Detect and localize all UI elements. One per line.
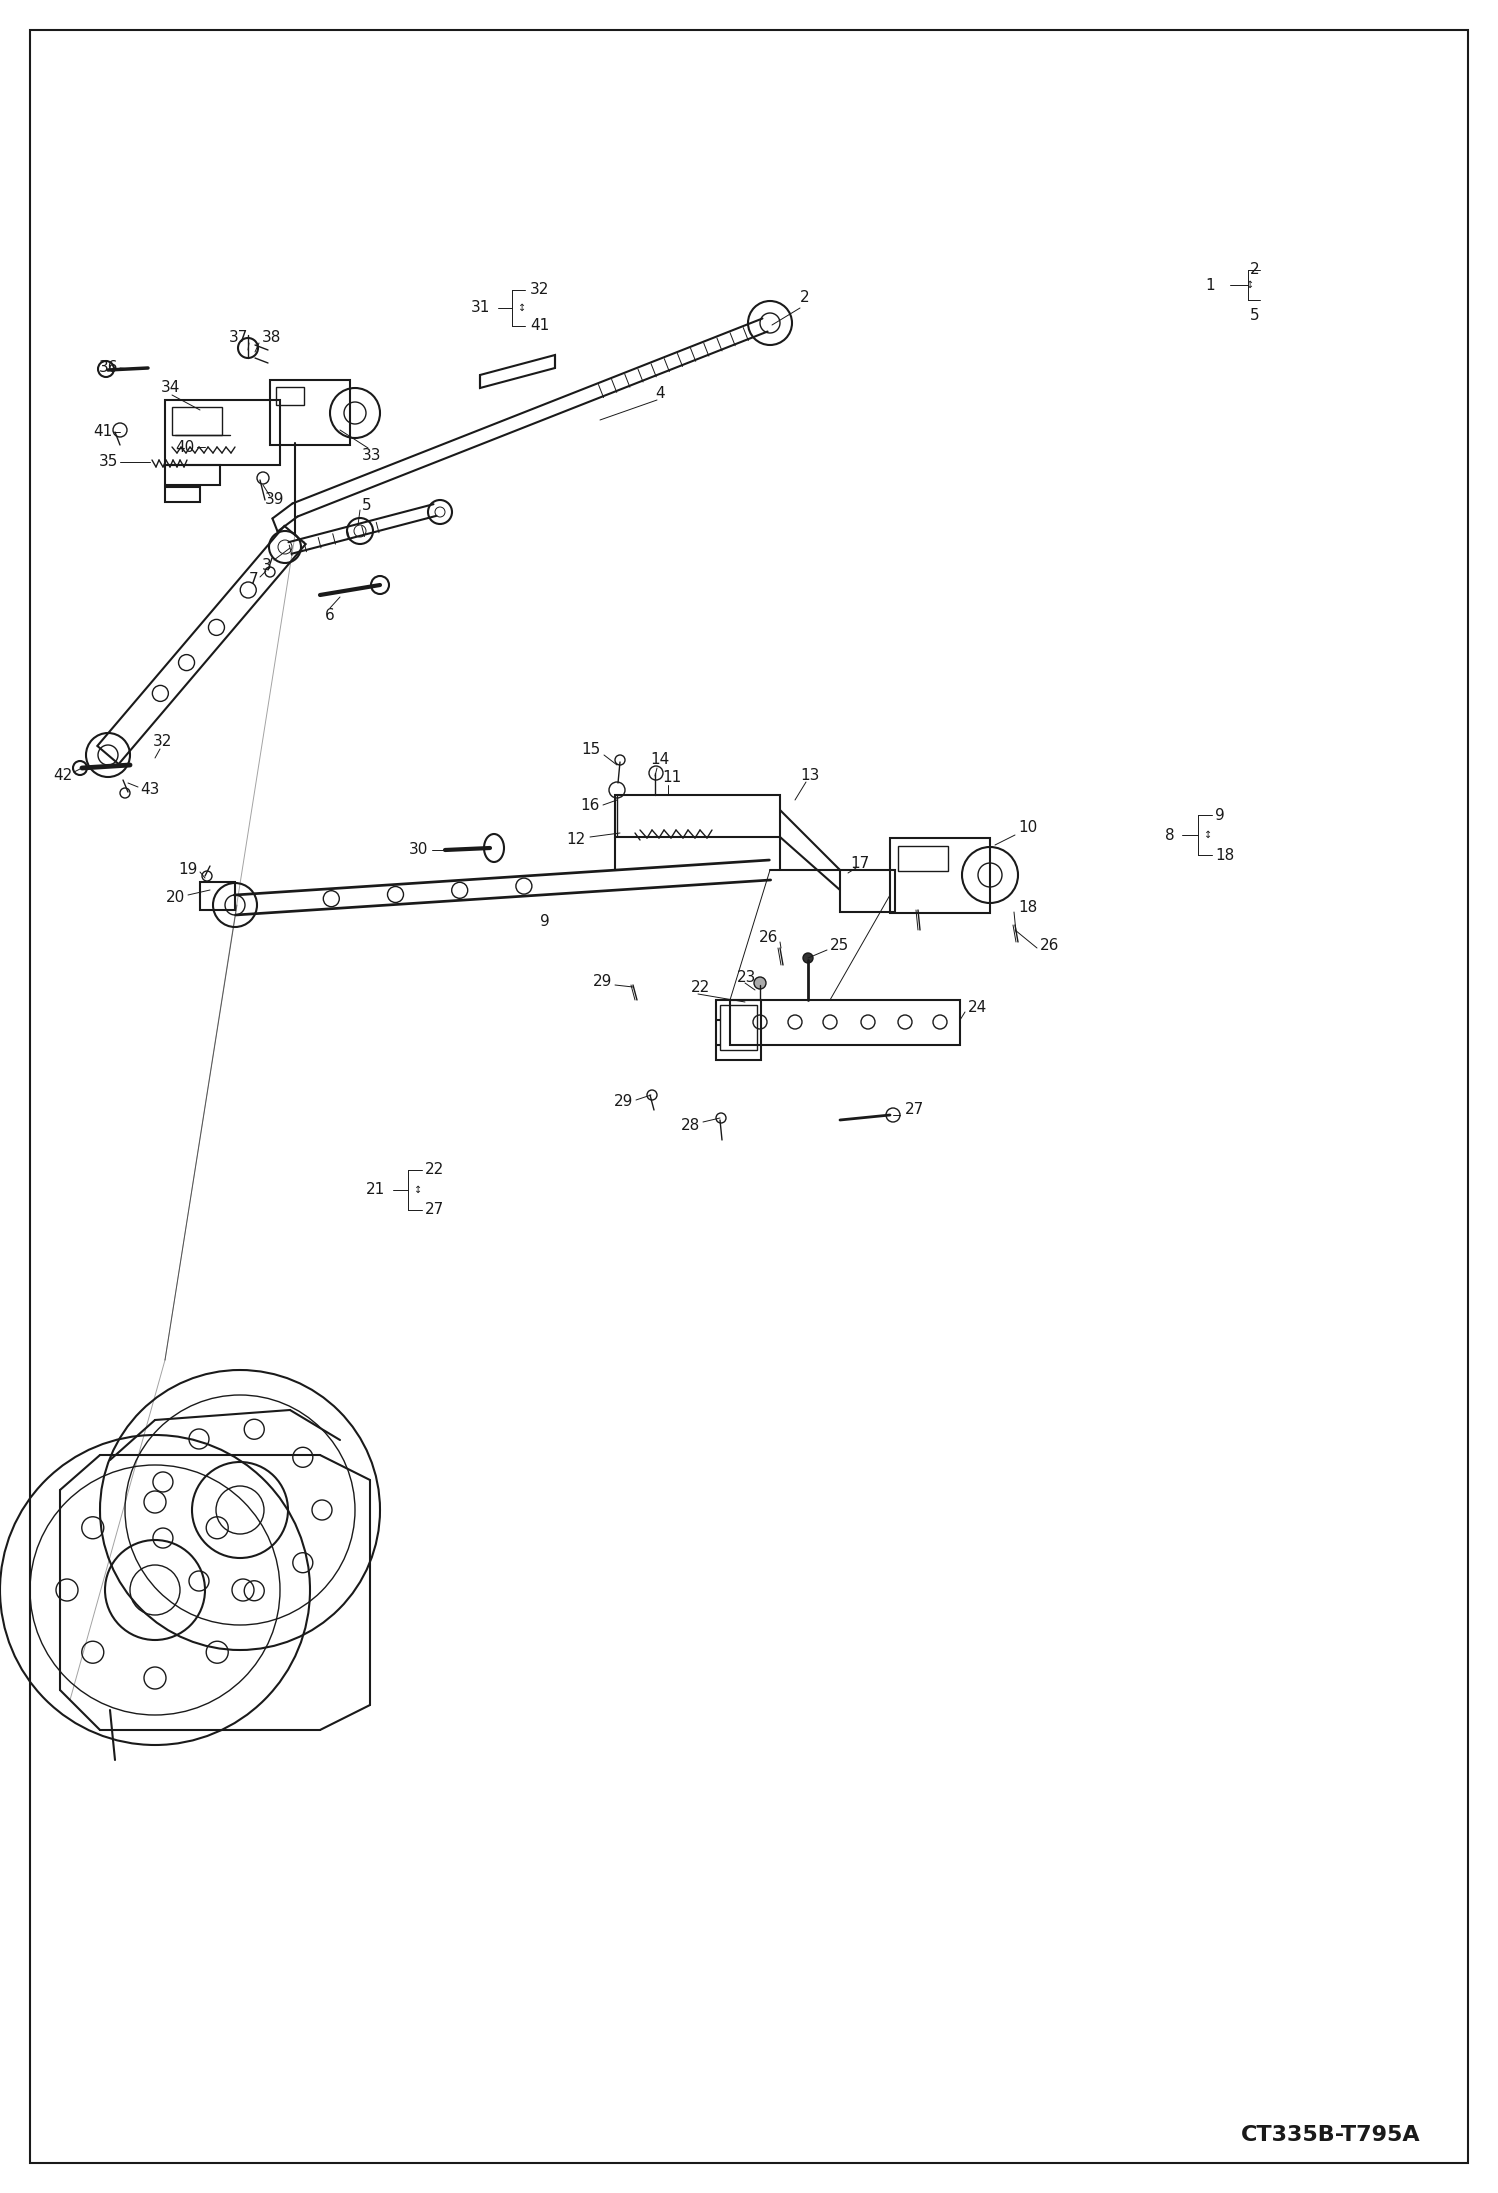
Text: 26: 26 (1040, 936, 1059, 952)
Text: ↕: ↕ (1204, 829, 1212, 840)
Text: 17: 17 (851, 855, 870, 871)
Text: 24: 24 (968, 1000, 987, 1015)
Text: ↕: ↕ (413, 1184, 422, 1195)
Text: 22: 22 (691, 980, 710, 996)
Text: 30: 30 (409, 842, 428, 857)
Circle shape (73, 761, 87, 774)
Text: 15: 15 (581, 743, 601, 757)
Text: 39: 39 (265, 493, 285, 507)
Circle shape (97, 362, 114, 377)
Text: 19: 19 (178, 862, 198, 877)
Text: 27: 27 (425, 1202, 445, 1217)
Text: 21: 21 (366, 1182, 385, 1197)
Circle shape (753, 978, 765, 989)
Text: 18: 18 (1215, 846, 1234, 862)
Text: 13: 13 (800, 768, 819, 783)
Text: 4: 4 (655, 386, 665, 401)
Text: 11: 11 (662, 770, 682, 785)
Text: 9: 9 (1215, 807, 1225, 822)
Text: 5: 5 (363, 498, 372, 513)
Text: 41: 41 (530, 318, 550, 333)
Bar (165, 399, 280, 465)
Text: 9: 9 (541, 914, 550, 930)
Text: 25: 25 (830, 936, 849, 952)
Text: 8: 8 (1165, 827, 1174, 842)
Text: 43: 43 (139, 783, 159, 798)
Bar (616, 796, 780, 838)
Bar (165, 465, 220, 485)
Bar (165, 487, 201, 502)
Bar (840, 871, 894, 912)
Text: 41: 41 (93, 425, 112, 439)
Bar (890, 838, 990, 912)
Circle shape (372, 577, 389, 594)
Text: 33: 33 (363, 447, 382, 463)
Text: ↕: ↕ (1246, 281, 1254, 289)
Text: 2: 2 (1251, 263, 1260, 279)
Text: 32: 32 (153, 735, 172, 750)
Text: CT335B-T795A: CT335B-T795A (1240, 2125, 1420, 2145)
Text: 26: 26 (758, 930, 777, 945)
Text: 5: 5 (1251, 307, 1260, 322)
Text: 10: 10 (1019, 820, 1037, 836)
Text: 32: 32 (530, 283, 550, 298)
Bar (897, 846, 948, 871)
Bar (721, 1004, 756, 1050)
Bar (201, 882, 235, 910)
Text: 35: 35 (99, 454, 118, 469)
Text: 16: 16 (581, 798, 601, 811)
Text: 34: 34 (160, 382, 180, 395)
Text: 31: 31 (470, 300, 490, 316)
Text: 38: 38 (262, 331, 282, 346)
Text: ↕: ↕ (518, 303, 526, 314)
Text: 20: 20 (166, 890, 184, 906)
Bar (716, 1000, 761, 1059)
Text: 36: 36 (99, 360, 118, 375)
Text: 2: 2 (800, 289, 809, 305)
Text: 3: 3 (262, 557, 273, 572)
Bar (276, 386, 304, 406)
Text: 1: 1 (1206, 279, 1215, 292)
Text: 27: 27 (905, 1103, 924, 1118)
Text: 29: 29 (593, 974, 613, 989)
Text: 7: 7 (249, 572, 258, 588)
Text: 37: 37 (229, 331, 249, 346)
Text: 40: 40 (175, 439, 195, 454)
Text: 22: 22 (425, 1162, 445, 1178)
Bar (172, 408, 222, 434)
Text: 14: 14 (650, 752, 670, 768)
Text: 29: 29 (614, 1094, 634, 1110)
Text: 6: 6 (325, 607, 336, 623)
Bar (270, 379, 351, 445)
Text: 42: 42 (52, 768, 72, 783)
Text: 28: 28 (680, 1118, 700, 1132)
Circle shape (803, 954, 813, 963)
Text: 23: 23 (737, 971, 756, 985)
Text: 18: 18 (1019, 901, 1037, 914)
Text: 12: 12 (566, 833, 586, 846)
Bar (730, 1000, 960, 1046)
